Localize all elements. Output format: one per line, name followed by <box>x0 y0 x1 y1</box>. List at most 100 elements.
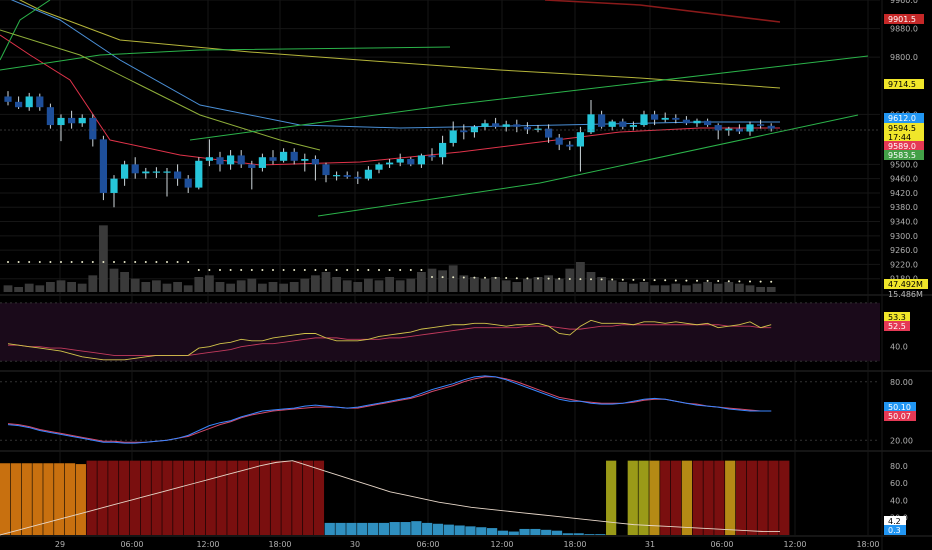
candle-body <box>672 117 680 120</box>
volume-average-dot <box>7 261 9 263</box>
candle-body <box>629 125 637 127</box>
price-label-text: 9714.5 <box>888 80 916 89</box>
candle-body <box>46 107 54 126</box>
volume-bar <box>459 275 469 292</box>
volume-panel[interactable] <box>3 225 776 292</box>
volume-bar <box>88 275 98 292</box>
stoch-value-tag <box>884 402 916 412</box>
histogram-bar <box>227 460 238 535</box>
stoch-tick-label: 20.00 <box>890 436 913 445</box>
histogram-bar <box>346 522 357 535</box>
volume-bar <box>395 280 405 292</box>
histogram-bar <box>162 460 173 535</box>
histogram-tick-label: 80.0 <box>890 462 908 471</box>
volume-bar <box>766 287 776 292</box>
volume-bar <box>205 275 214 292</box>
volume-average-dot <box>314 269 317 271</box>
volume-bar <box>406 278 416 292</box>
volume-average-dot <box>38 261 41 263</box>
volume-average-dot <box>441 276 444 279</box>
candle-body <box>195 160 203 188</box>
volume-bar <box>374 280 384 292</box>
volume-bar <box>35 285 45 292</box>
volume-average-dot <box>494 276 497 279</box>
candle-body <box>78 117 86 124</box>
histogram-bar <box>43 463 54 535</box>
histogram-bar <box>313 460 325 535</box>
histogram-bar <box>357 522 368 535</box>
time-tick-label: 29 <box>55 540 65 549</box>
candle-body <box>205 157 213 161</box>
histogram-value-tag <box>884 516 906 526</box>
volume-average-dot <box>229 269 232 271</box>
candle-body <box>439 142 447 158</box>
candle-body <box>216 157 224 165</box>
channel-lower-line <box>317 114 859 217</box>
histogram-bar <box>248 460 260 535</box>
candle-body <box>15 101 23 108</box>
stochastic-panel[interactable] <box>0 375 880 444</box>
candle-body <box>184 178 192 188</box>
volume-average-dot <box>759 280 762 283</box>
histogram-bar <box>714 460 725 535</box>
histogram-bar <box>638 460 649 535</box>
histogram-panel[interactable] <box>0 460 790 536</box>
volume-bar <box>618 282 628 292</box>
volume-average-label-text: 15.486M <box>888 290 923 299</box>
histogram-bar <box>541 529 552 535</box>
volume-average-dot <box>325 269 327 271</box>
volume-bar <box>364 278 373 292</box>
volume-bar <box>385 277 394 292</box>
price-tick-label: 9420.0 <box>890 189 918 198</box>
volume-average-dot <box>28 261 31 263</box>
price-label-tag <box>884 14 924 24</box>
candle-body <box>36 96 44 108</box>
histogram-bar <box>292 460 303 535</box>
histogram-bar <box>530 528 541 535</box>
rsi-value-tag <box>884 321 910 331</box>
volume-bar <box>258 283 267 292</box>
volume-average-dot <box>643 279 645 281</box>
histogram-signal-line <box>0 460 780 536</box>
volume-bar <box>650 285 659 292</box>
candle-body <box>417 155 425 165</box>
histogram-bar <box>119 460 130 535</box>
histogram-bar <box>151 460 162 535</box>
candle-body <box>545 128 553 138</box>
volume-bar <box>692 283 702 292</box>
histogram-bar <box>108 460 119 535</box>
histogram-bar <box>746 460 757 535</box>
volume-bar <box>24 283 34 292</box>
volume-bar <box>173 282 182 292</box>
price-panel[interactable] <box>0 0 880 217</box>
histogram-bar <box>173 460 184 535</box>
volume-average-dot <box>240 269 243 271</box>
volume-bar <box>279 283 288 292</box>
volume-bar <box>417 272 426 292</box>
volume-bar <box>152 280 161 292</box>
volume-average-dot <box>134 261 137 263</box>
moving-average-darkred-line <box>544 0 781 23</box>
price-label-tag <box>884 132 924 142</box>
histogram-tick-label: 60.0 <box>890 479 908 488</box>
histogram-bar <box>400 522 411 535</box>
candle-body <box>449 130 457 143</box>
volume-bar <box>544 275 553 292</box>
volume-average-dot <box>537 277 539 280</box>
candle-body <box>767 125 775 129</box>
volume-bar <box>300 278 310 292</box>
histogram-bar <box>86 460 97 535</box>
candle-body <box>237 155 245 165</box>
candle-body <box>428 155 436 158</box>
candle-body <box>322 164 330 176</box>
candle-body <box>121 164 129 179</box>
volume-bar <box>491 277 500 292</box>
histogram-tick-label: 40.0 <box>890 496 908 505</box>
price-tick-label: 9380.0 <box>890 203 918 212</box>
candle-body <box>640 114 648 126</box>
histogram-bar <box>194 460 206 535</box>
rsi-panel[interactable] <box>0 302 880 362</box>
moving-average-green-line <box>0 0 51 61</box>
volume-bar <box>724 282 734 292</box>
